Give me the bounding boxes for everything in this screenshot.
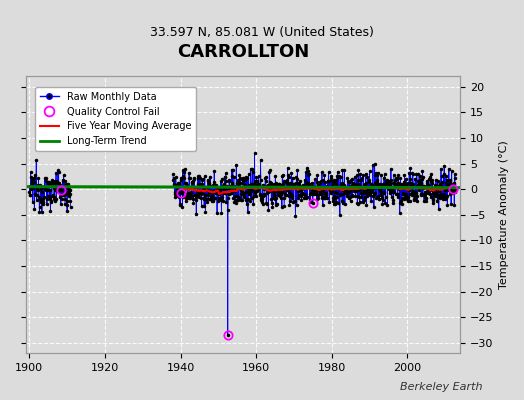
Legend: Raw Monthly Data, Quality Control Fail, Five Year Moving Average, Long-Term Tren: Raw Monthly Data, Quality Control Fail, … [35, 87, 196, 151]
Title: CARROLLTON: CARROLLTON [177, 43, 309, 61]
Text: Berkeley Earth: Berkeley Earth [400, 382, 482, 392]
Y-axis label: Temperature Anomaly (°C): Temperature Anomaly (°C) [499, 140, 509, 289]
Text: 33.597 N, 85.081 W (United States): 33.597 N, 85.081 W (United States) [150, 26, 374, 39]
